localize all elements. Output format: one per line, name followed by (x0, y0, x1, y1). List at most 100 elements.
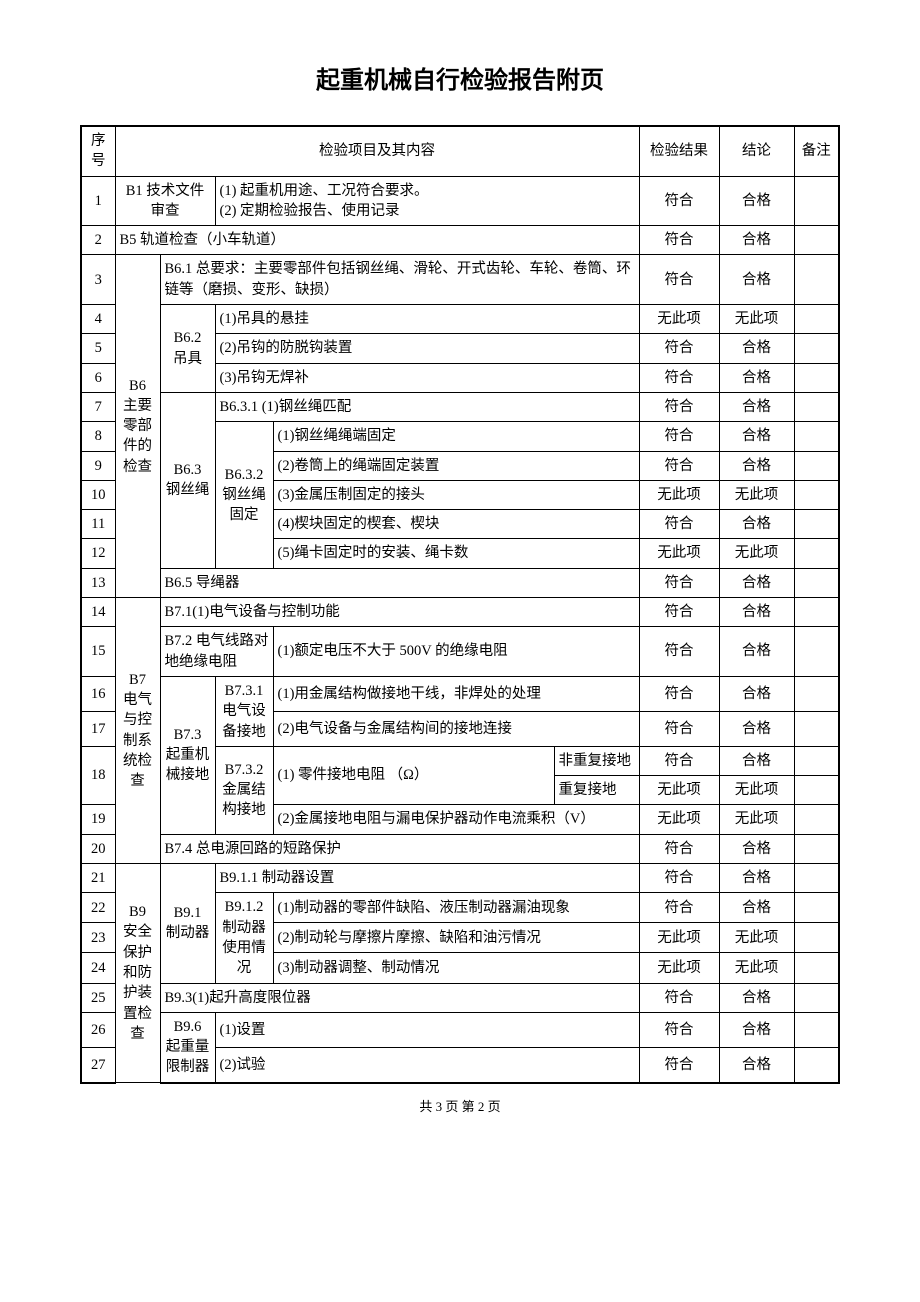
b912-label: B9.1.2制动器使用情况 (215, 893, 273, 983)
seq-cell: 3 (81, 255, 115, 305)
seq-cell: 5 (81, 334, 115, 363)
result-cell: 符合 (639, 983, 719, 1012)
seq-cell: 4 (81, 305, 115, 334)
conclusion-cell: 合格 (719, 834, 794, 863)
page-footer: 共 3 页 第 2 页 (80, 1096, 840, 1115)
remark-cell (794, 480, 839, 509)
remark-cell (794, 451, 839, 480)
b96-label: B9.6起重量限制器 (160, 1012, 215, 1082)
content-cell: (1)设置 (215, 1012, 639, 1047)
seq-cell: 8 (81, 422, 115, 451)
conclusion-cell: 无此项 (719, 776, 794, 805)
b6-label: B6主要零部件的检查 (115, 255, 160, 598)
seq-cell: 26 (81, 1012, 115, 1047)
conclusion-cell: 无此项 (719, 805, 794, 834)
seq-cell: 14 (81, 598, 115, 627)
content-cell: (1) 零件接地电阻 （Ω） (273, 746, 554, 805)
seq-cell: 25 (81, 983, 115, 1012)
remark-cell (794, 363, 839, 392)
seq-cell: 6 (81, 363, 115, 392)
result-cell: 符合 (639, 834, 719, 863)
table-row: 25 B9.3(1)起升高度限位器 符合 合格 (81, 983, 839, 1012)
conclusion-cell: 合格 (719, 864, 794, 893)
conclusion-cell: 合格 (719, 711, 794, 746)
conclusion-cell: 合格 (719, 510, 794, 539)
conclusion-cell: 合格 (719, 451, 794, 480)
conclusion-cell: 无此项 (719, 480, 794, 509)
seq-cell: 10 (81, 480, 115, 509)
result-cell: 符合 (639, 392, 719, 421)
content-cell: (2)金属接地电阻与漏电保护器动作电流乘积（V） (273, 805, 639, 834)
result-cell: 无此项 (639, 539, 719, 568)
result-cell: 符合 (639, 451, 719, 480)
seq-cell: 2 (81, 226, 115, 255)
remark-cell (794, 983, 839, 1012)
remark-cell (794, 176, 839, 226)
result-cell: 符合 (639, 1047, 719, 1083)
result-cell: 符合 (639, 334, 719, 363)
remark-cell (794, 864, 839, 893)
content-cell: (2)试验 (215, 1047, 639, 1083)
remark-cell (794, 676, 839, 711)
b9-label: B9安全保护和防护装置检查 (115, 864, 160, 1083)
result-cell: 符合 (639, 226, 719, 255)
conclusion-cell: 无此项 (719, 923, 794, 953)
table-row: 21 B9安全保护和防护装置检查 B9.1制动器 B9.1.1 制动器设置 符合… (81, 864, 839, 893)
seq-cell: 20 (81, 834, 115, 863)
result-cell: 符合 (639, 422, 719, 451)
content-cell: (1)额定电压不大于 500V 的绝缘电阻 (273, 627, 639, 677)
table-row: 16 B7.3起重机械接地 B7.3.1电气设备接地 (1)用金属结构做接地干线… (81, 676, 839, 711)
remark-cell (794, 392, 839, 421)
conclusion-cell: 合格 (719, 255, 794, 305)
result-cell: 符合 (639, 864, 719, 893)
table-row: 3 B6主要零部件的检查 B6.1 总要求：主要零部件包括钢丝绳、滑轮、开式齿轮… (81, 255, 839, 305)
conclusion-cell: 无此项 (719, 539, 794, 568)
table-row: 4 B6.2吊具 (1)吊具的悬挂 无此项 无此项 (81, 305, 839, 334)
conclusion-cell: 合格 (719, 1047, 794, 1083)
table-row: 20 B7.4 总电源回路的短路保护 符合 合格 (81, 834, 839, 863)
content-cell: (2)吊钩的防脱钩装置 (215, 334, 639, 363)
remark-cell (794, 255, 839, 305)
conclusion-cell: 无此项 (719, 953, 794, 983)
remark-cell (794, 510, 839, 539)
result-cell: 无此项 (639, 480, 719, 509)
content-cell: (5)绳卡固定时的安装、绳卡数 (273, 539, 639, 568)
result-cell: 无此项 (639, 776, 719, 805)
result-cell: 符合 (639, 746, 719, 775)
seq-cell: 22 (81, 893, 115, 923)
conclusion-cell: 合格 (719, 676, 794, 711)
conclusion-cell: 合格 (719, 363, 794, 392)
result-cell: 无此项 (639, 923, 719, 953)
result-cell: 符合 (639, 510, 719, 539)
remark-cell (794, 305, 839, 334)
content-cell: (1)用金属结构做接地干线，非焊处的处理 (273, 676, 639, 711)
remark-cell (794, 422, 839, 451)
remark-cell (794, 598, 839, 627)
conclusion-cell: 无此项 (719, 305, 794, 334)
remark-cell (794, 334, 839, 363)
content-cell: B6.3.1 (1)钢丝绳匹配 (215, 392, 639, 421)
page-title: 起重机械自行检验报告附页 (80, 60, 840, 95)
header-seq: 序号 (81, 126, 115, 176)
b632-label: B6.3.2钢丝绳固定 (215, 422, 273, 568)
header-conclusion: 结论 (719, 126, 794, 176)
inspection-table: 序号 检验项目及其内容 检验结果 结论 备注 1 B1 技术文件审查 (1) 起… (80, 125, 840, 1084)
conclusion-cell: 合格 (719, 598, 794, 627)
content-cell: (1)吊具的悬挂 (215, 305, 639, 334)
result-cell: 符合 (639, 176, 719, 226)
b7-label: B7电气与控制系统检查 (115, 598, 160, 864)
result-cell: 无此项 (639, 953, 719, 983)
result-cell: 符合 (639, 676, 719, 711)
seq-cell: 24 (81, 953, 115, 983)
content-cell: (1)制动器的零部件缺陷、液压制动器漏油现象 (273, 893, 639, 923)
seq-cell: 21 (81, 864, 115, 893)
item-cell: B5 轨道检查（小车轨道） (115, 226, 639, 255)
content-cell: B6.1 总要求：主要零部件包括钢丝绳、滑轮、开式齿轮、车轮、卷筒、环链等（磨损… (160, 255, 639, 305)
remark-cell (794, 805, 839, 834)
b732-label: B7.3.2金属结构接地 (215, 746, 273, 834)
remark-cell (794, 711, 839, 746)
content-cell: B9.1.1 制动器设置 (215, 864, 639, 893)
remark-cell (794, 776, 839, 805)
remark-cell (794, 834, 839, 863)
result-cell: 符合 (639, 893, 719, 923)
